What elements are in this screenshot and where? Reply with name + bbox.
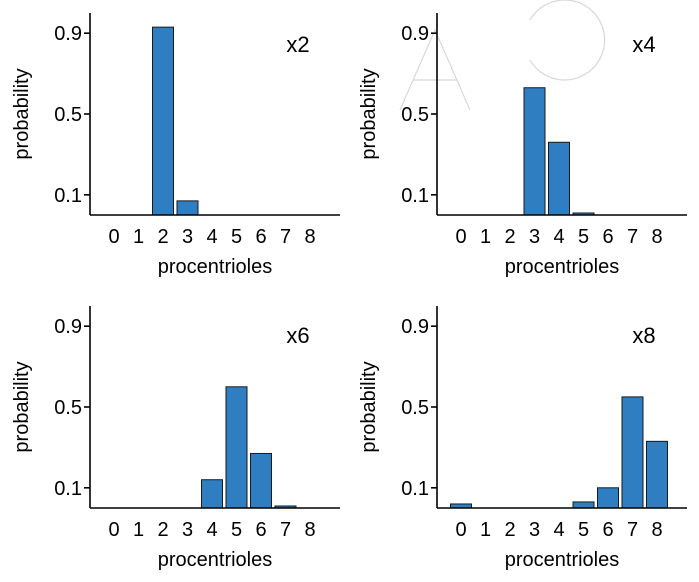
x-tick-label: 5: [231, 519, 242, 541]
chart-panel-x2: 0.1 0.5 0.9 0 1 2 3 4 5 6 7 8 procentrioles probabili…: [11, 13, 340, 278]
x-tick-label: 3: [182, 226, 193, 248]
x-tick-label: 0: [455, 519, 466, 541]
x-tick-label: 7: [280, 226, 291, 248]
chart-panel-x8: 0.1 0.5 0.9 0 1 2 3 4 5 6 7 8 procentrioles probabili…: [358, 306, 687, 571]
y-tick-label: 0.1: [54, 185, 82, 207]
x-tick-label: 6: [255, 226, 266, 248]
x-tick-label: 5: [231, 226, 242, 248]
x-tick-label: 8: [651, 519, 662, 541]
x-tick-label: 6: [255, 519, 266, 541]
bar-6: [250, 452, 272, 509]
y-tick-label: 0.5: [401, 397, 429, 419]
bar-7: [621, 396, 644, 509]
x-axis-label: procentrioles: [158, 549, 273, 571]
y-axis-label: probability: [358, 68, 380, 159]
x-tick-label: 4: [553, 519, 564, 541]
panel-annotation: x2: [286, 32, 309, 57]
panel-annotation: x6: [286, 323, 309, 348]
x-tick-label: 6: [602, 226, 613, 248]
bar-3: [176, 200, 199, 216]
chart-panel-x4: 0.1 0.5 0.9 0 1 2 3 4 5 6 7 8 procentrioles probabili…: [358, 13, 687, 278]
x-tick-label: 8: [304, 519, 315, 541]
y-tick-label: 0.9: [54, 316, 82, 338]
x-axis-label: procentrioles: [505, 256, 620, 278]
x-tick-label: 1: [133, 519, 144, 541]
x-tick-label: 4: [206, 519, 217, 541]
x-tick-label: 8: [304, 226, 315, 248]
x-tick-label: 2: [504, 226, 515, 248]
y-tick-label: 0.9: [54, 23, 82, 45]
x-tick-label: 1: [133, 226, 144, 248]
chart-panel-x6: 0.1 0.5 0.9 0 1 2 3 4 5 6 7 8 procentrioles probabili…: [11, 306, 340, 571]
x-tick-label: 2: [504, 519, 515, 541]
panel-annotation: x8: [632, 323, 655, 348]
bar-5: [572, 501, 595, 509]
x-tick-label: 6: [602, 519, 613, 541]
x-tick-label: 2: [157, 226, 168, 248]
x-tick-label: 7: [627, 226, 638, 248]
x-tick-label: 3: [529, 519, 540, 541]
x-tick-label: 0: [455, 226, 466, 248]
panel-annotation: x4: [632, 32, 655, 57]
y-tick-label: 0.9: [401, 23, 429, 45]
x-axis-label: procentrioles: [505, 549, 620, 571]
y-axis-label: probability: [11, 68, 33, 159]
y-tick-label: 0.5: [54, 397, 82, 419]
bar-2: [152, 26, 174, 216]
x-tick-label: 5: [578, 226, 589, 248]
x-tick-label: 7: [627, 519, 638, 541]
bar-6: [597, 487, 619, 509]
watermark: [399, 0, 606, 111]
x-tick-label: 2: [157, 519, 168, 541]
bar-4: [548, 141, 570, 216]
x-tick-label: 1: [480, 519, 491, 541]
x-tick-label: 7: [280, 519, 291, 541]
y-tick-label: 0.9: [401, 316, 429, 338]
y-tick-label: 0.5: [401, 104, 429, 126]
bar-3: [523, 87, 546, 216]
x-tick-label: 4: [553, 226, 564, 248]
x-tick-label: 4: [206, 226, 217, 248]
y-axis-label: probability: [358, 361, 380, 452]
bar-8: [646, 440, 668, 509]
x-tick-label: 1: [480, 226, 491, 248]
x-tick-label: 0: [108, 226, 119, 248]
y-tick-label: 0.1: [401, 478, 429, 500]
x-tick-label: 3: [529, 226, 540, 248]
x-tick-label: 5: [578, 519, 589, 541]
x-tick-label: 3: [182, 519, 193, 541]
y-tick-label: 0.1: [401, 185, 429, 207]
y-axis-label: probability: [11, 361, 33, 452]
y-tick-label: 0.1: [54, 478, 82, 500]
y-tick-label: 0.5: [54, 104, 82, 126]
bar-4: [201, 479, 223, 509]
x-tick-label: 0: [108, 519, 119, 541]
bar-5: [225, 386, 248, 509]
x-axis-label: procentrioles: [158, 256, 273, 278]
x-tick-label: 8: [651, 226, 662, 248]
